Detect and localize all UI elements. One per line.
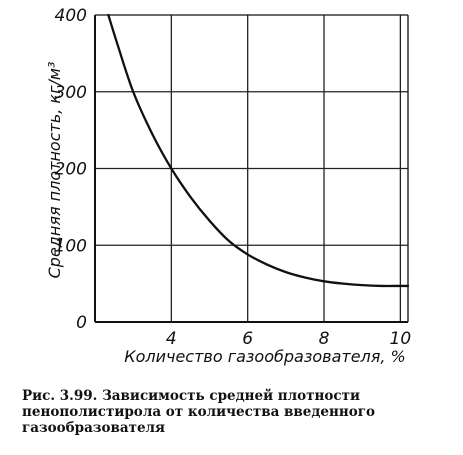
x-tick-label-4: 4 xyxy=(166,329,177,349)
y-tick-label-0: 0 xyxy=(76,313,87,333)
grid xyxy=(95,15,408,322)
y-tick-label-400: 400 xyxy=(55,6,87,26)
y-tick-label-100: 100 xyxy=(55,236,87,256)
figure-caption: Рис. 3.99. Зависимость средней плотности… xyxy=(22,388,375,436)
density-curve-0 xyxy=(107,13,410,288)
plot-frame xyxy=(94,14,409,323)
x-tick-label-6: 6 xyxy=(242,329,253,349)
y-tick-label-200: 200 xyxy=(55,160,87,180)
x-tick-label-8: 8 xyxy=(319,329,330,349)
curve-layer xyxy=(107,13,410,288)
y-axis-label: Средняя плотность, кг/м³ xyxy=(45,62,64,279)
y-tick-label-300: 300 xyxy=(55,83,87,103)
density-chart: 0 100 200 300 400 4 6 8 10 Количество газообраз… xyxy=(45,6,411,366)
y-tick-labels: 0 100 200 300 400 xyxy=(55,6,87,333)
x-axis-label: Количество газообразователя, % xyxy=(124,347,406,366)
x-tick-label-10: 10 xyxy=(390,329,412,349)
x-tick-labels: 4 6 8 10 xyxy=(166,329,411,349)
